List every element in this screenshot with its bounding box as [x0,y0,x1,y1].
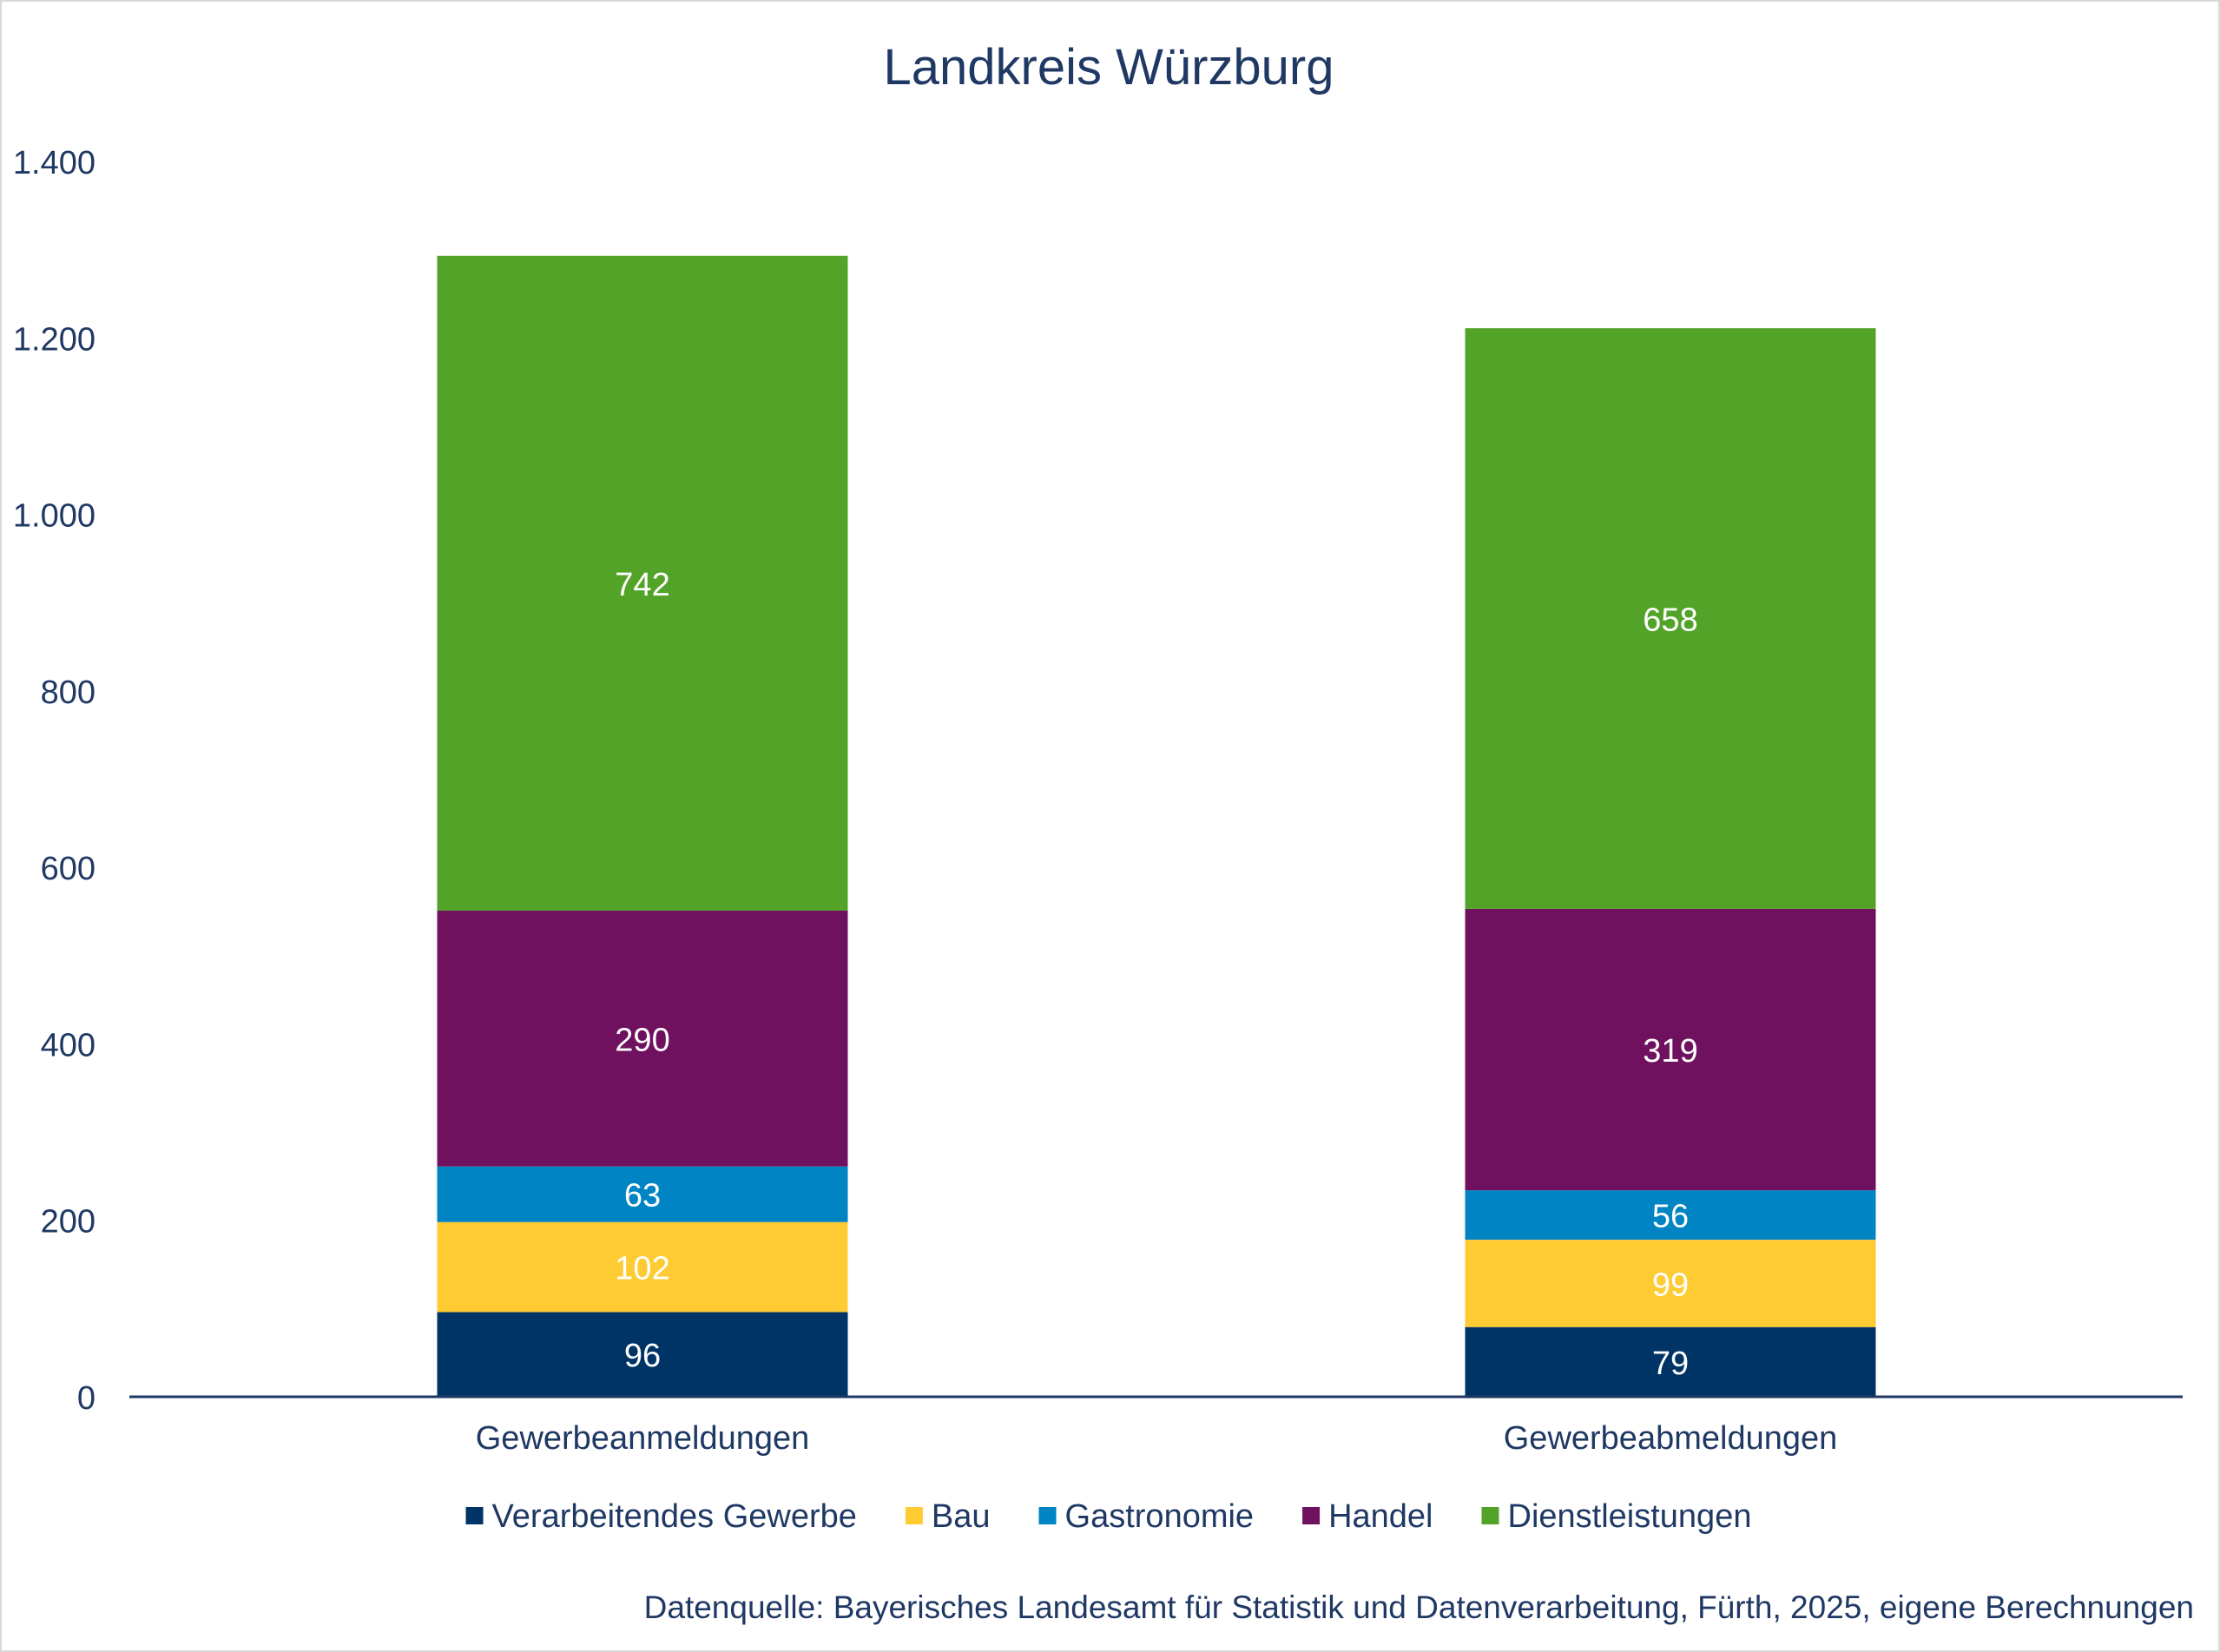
data-label: 56 [1652,1199,1689,1235]
x-category-label: Gewerbeanmeldungen [476,1420,810,1457]
y-axis-ticks: 0 200 400 600 800 1.000 1.200 1.400 [13,145,96,1417]
legend-swatch [1038,1507,1057,1524]
legend-swatch [1302,1507,1321,1524]
bar-data-labels: 96 102 63 290 742 79 99 56 319 658 [615,567,1697,1382]
legend-item: Handel [1302,1498,1433,1535]
bar-segment [437,1166,848,1222]
legend-label: Dienstleistungen [1508,1498,1752,1535]
data-label: 99 [1652,1267,1689,1303]
data-label: 742 [615,567,669,603]
legend-label: Gastronomie [1065,1498,1255,1535]
bar-segment [1465,908,1876,1191]
source-note: Datenquelle: Bayerisches Landesamt für S… [644,1589,2194,1625]
y-tick-label: 0 [77,1380,96,1417]
legend-item: Dienstleistungen [1481,1498,1752,1535]
y-tick-label: 200 [41,1204,96,1241]
legend-item: Bau [905,1498,991,1535]
data-label: 319 [1643,1033,1697,1070]
data-label: 96 [624,1338,661,1374]
legend-item: Verarbeitendes Gewerbe [465,1498,857,1535]
legend-label: Bau [932,1498,991,1535]
y-tick-label: 1.400 [13,145,96,181]
bar-segment [437,255,848,911]
data-label: 290 [615,1022,669,1058]
bar-segment [437,910,848,1167]
chart-title: Landkreis Würzburg [884,39,1334,95]
legend: Verarbeitendes Gewerbe Bau Gastronomie Hand… [465,1498,1752,1535]
bar-segment [1465,1326,1876,1397]
bar-segment [437,1221,848,1313]
bar-segment [437,1312,848,1397]
y-tick-label: 1.000 [13,498,96,535]
y-tick-label: 600 [41,851,96,887]
legend-swatch [905,1507,923,1524]
data-label: 79 [1652,1346,1689,1382]
y-tick-label: 400 [41,1027,96,1063]
y-tick-label: 800 [41,675,96,711]
data-label: 102 [615,1251,669,1287]
bar-segment [1465,1190,1876,1241]
legend-swatch [1481,1507,1499,1524]
data-label: 63 [624,1178,661,1214]
y-tick-label: 1.200 [13,321,96,358]
legend-label: Handel [1328,1498,1433,1535]
legend-swatch [465,1507,484,1524]
legend-item: Gastronomie [1038,1498,1255,1535]
data-label: 658 [1643,602,1697,639]
x-category-label: Gewerbeabmeldungen [1504,1420,1838,1457]
bar-segment [1465,1240,1876,1327]
legend-label: Verarbeitendes Gewerbe [492,1498,857,1535]
bars [437,255,1876,1397]
x-axis-category-labels: Gewerbeanmeldungen Gewerbeabmeldungen [476,1420,1838,1457]
bar-segment [1465,328,1876,909]
